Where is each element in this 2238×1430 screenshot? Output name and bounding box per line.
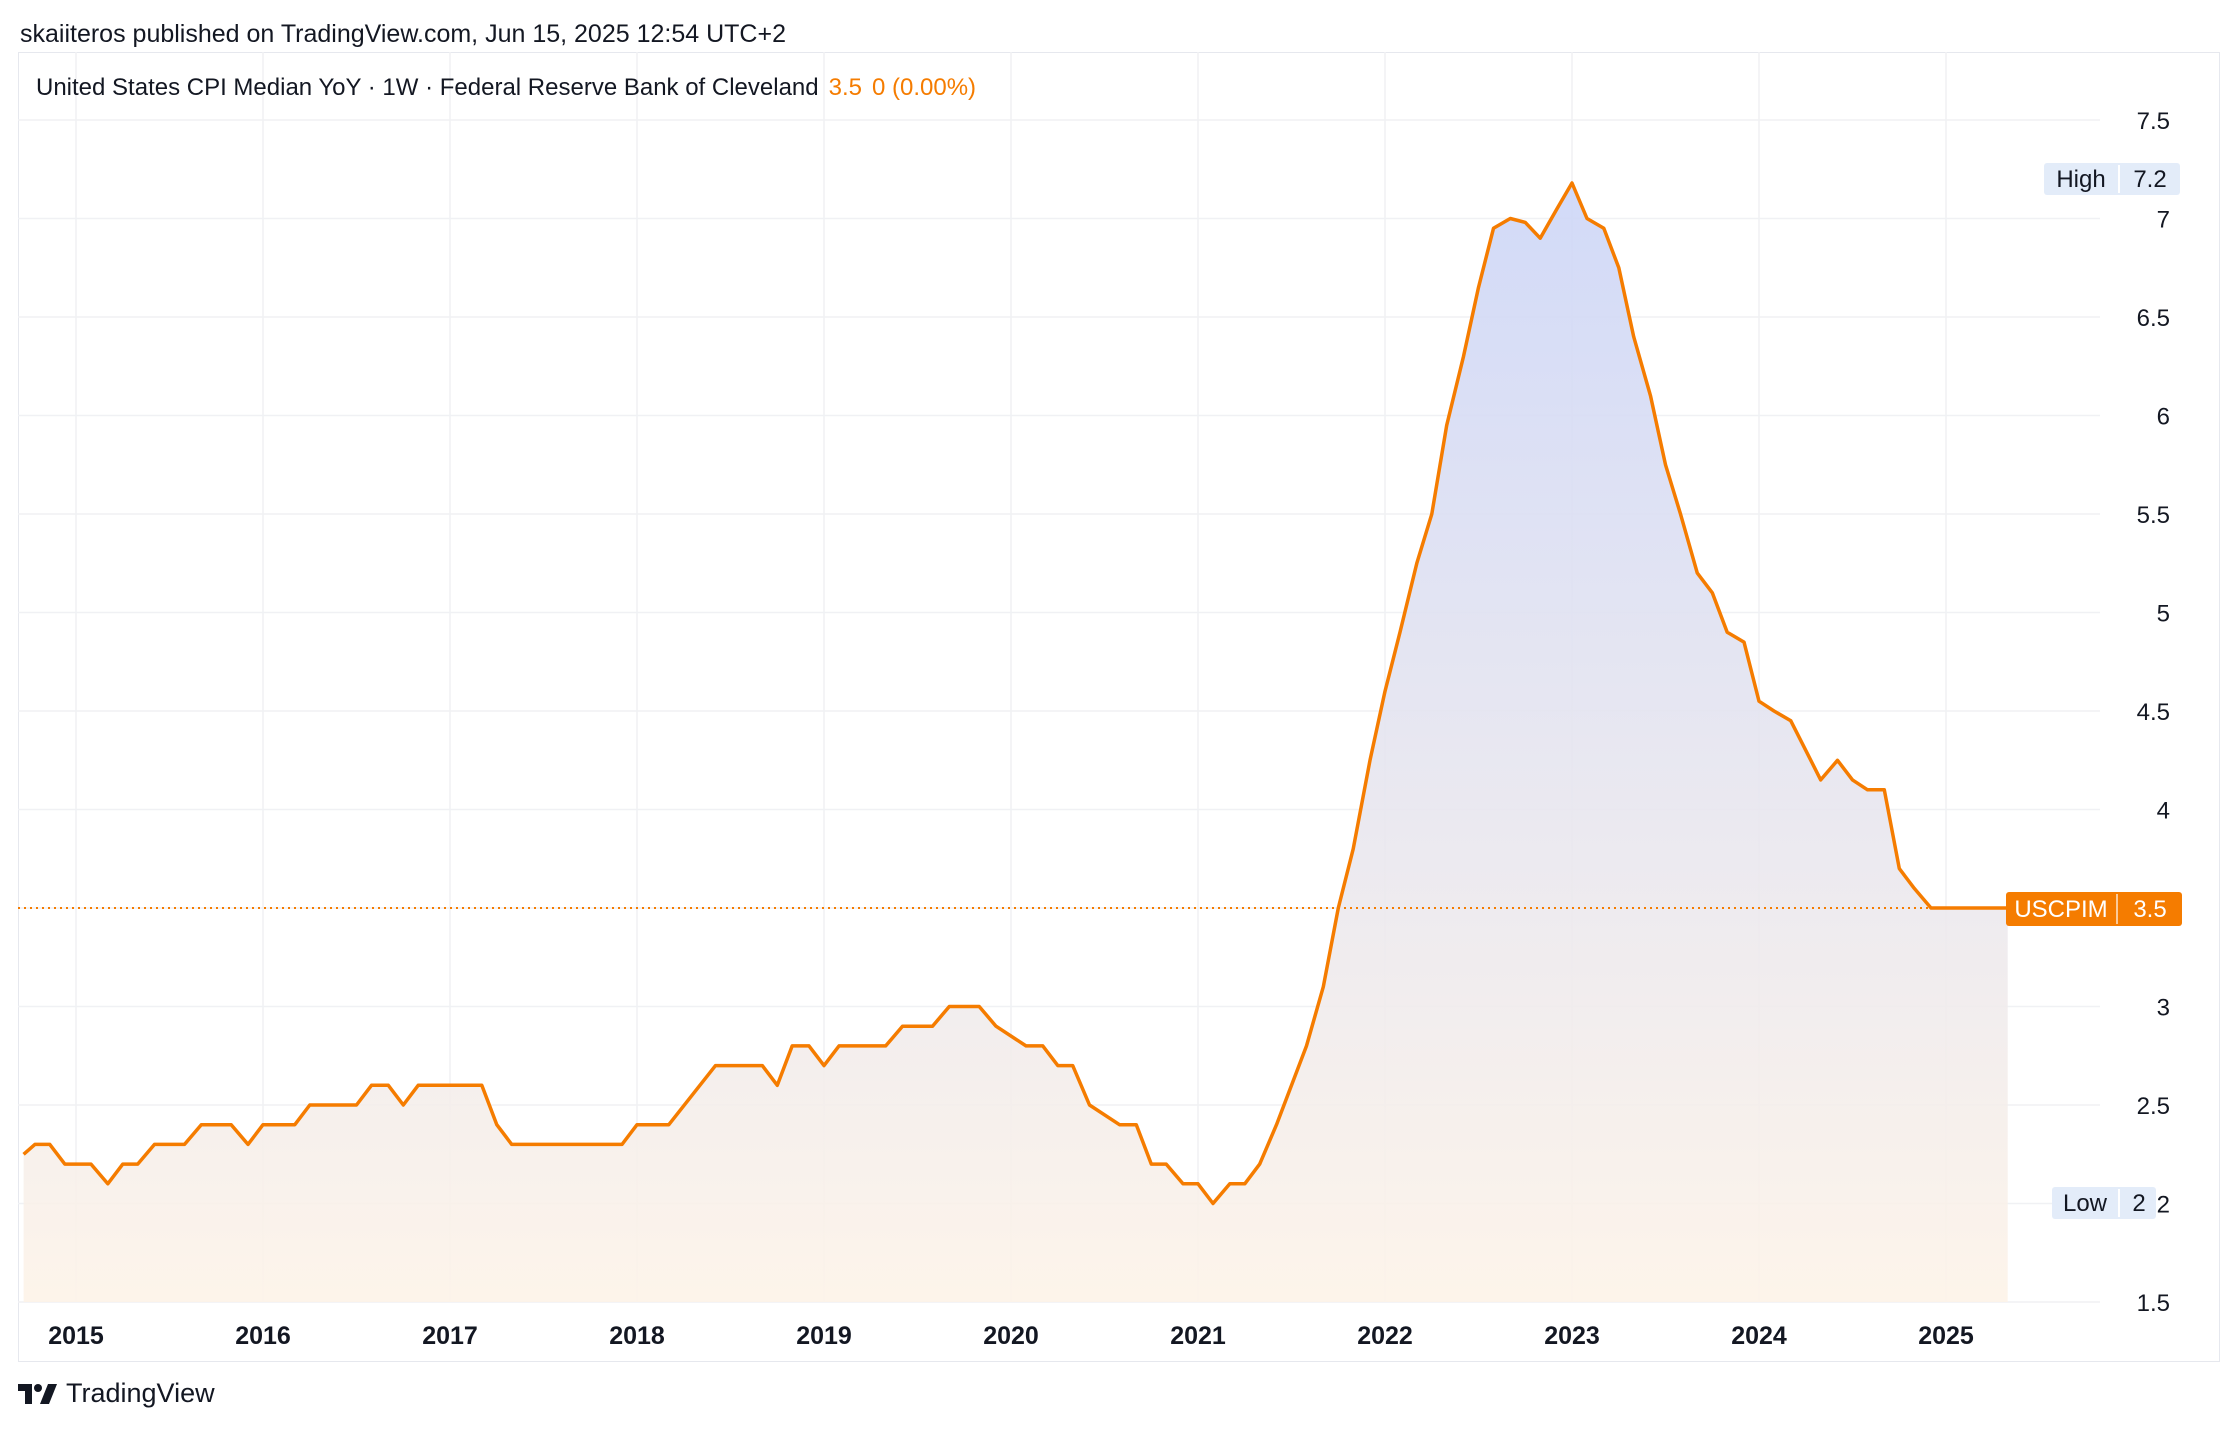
chart-frame xyxy=(18,52,2220,1362)
publisher-line: skaiiteros published on TradingView.com,… xyxy=(20,20,786,48)
x-axis: 2015 2016 2017 2018 2019 2020 2021 2022 2023 2024… xyxy=(48,1322,1974,1350)
y-tick-label: 6.5 xyxy=(2137,305,2170,332)
current-value-tag: USCPIM 3.5 xyxy=(2006,892,2182,926)
x-tick-label: 2018 xyxy=(609,1322,665,1350)
y-tick-label: 5 xyxy=(2157,601,2170,628)
y-tick-label: 1.5 xyxy=(2137,1290,2170,1317)
high-label: High xyxy=(2056,166,2105,193)
x-tick-label: 2021 xyxy=(1170,1322,1226,1350)
area-fill xyxy=(23,183,2008,1302)
x-tick-label: 2025 xyxy=(1918,1322,1974,1350)
footer-brand[interactable]: TradingView xyxy=(18,1378,215,1409)
x-tick-label: 2015 xyxy=(48,1322,104,1350)
y-axis: 1.522.533.544.555.566.577.5 xyxy=(2137,108,2170,1317)
series-line xyxy=(22,181,2008,1206)
y-tick-label: 4.5 xyxy=(2137,699,2170,726)
x-tick-label: 2023 xyxy=(1544,1322,1600,1350)
y-tick-label: 7 xyxy=(2157,207,2170,234)
y-tick-label: 2 xyxy=(2157,1192,2170,1219)
x-tick-label: 2016 xyxy=(235,1322,291,1350)
y-tick-label: 3 xyxy=(2157,995,2170,1022)
high-tag: High 7.2 xyxy=(2044,163,2180,195)
legend-change: 0 (0.00%) xyxy=(872,74,977,101)
legend-last-value: 3.5 xyxy=(828,74,862,101)
legend-title: United States CPI Median YoY · 1W · Fede… xyxy=(36,74,819,101)
tradingview-logo-icon xyxy=(18,1383,57,1404)
x-tick-label: 2019 xyxy=(796,1322,852,1350)
low-value: 2 xyxy=(2132,1190,2145,1217)
high-value: 7.2 xyxy=(2133,166,2166,193)
x-tick-label: 2024 xyxy=(1731,1322,1787,1350)
chart-legend: United States CPI Median YoY · 1W · Fede… xyxy=(36,74,976,102)
y-tick-label: 7.5 xyxy=(2137,108,2170,135)
y-tick-label: 4 xyxy=(2157,798,2170,825)
low-tag: Low 2 xyxy=(2052,1187,2156,1219)
brand-name: TradingView xyxy=(66,1378,215,1408)
x-tick-label: 2017 xyxy=(422,1322,478,1350)
symbol-label: USCPIM xyxy=(2014,896,2107,923)
low-label: Low xyxy=(2063,1190,2108,1217)
x-tick-label: 2022 xyxy=(1357,1322,1413,1350)
y-tick-label: 5.5 xyxy=(2137,502,2170,529)
current-value-label: 3.5 xyxy=(2133,896,2166,923)
x-tick-label: 2020 xyxy=(983,1322,1039,1350)
y-tick-label: 2.5 xyxy=(2137,1093,2170,1120)
y-tick-label: 6 xyxy=(2157,404,2170,431)
